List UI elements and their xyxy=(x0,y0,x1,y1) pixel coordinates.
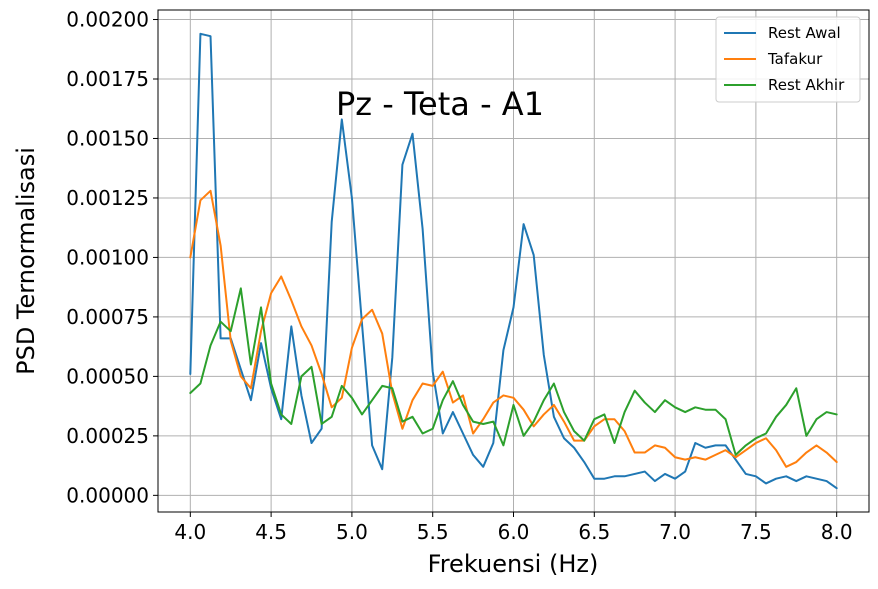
y-tick-label: 0.00100 xyxy=(66,245,149,269)
chart-title: Pz - Teta - A1 xyxy=(336,85,544,123)
legend-label-rest-awal: Rest Awal xyxy=(768,24,841,42)
x-tick-label: 7.0 xyxy=(659,520,691,544)
axis-ticks: 4.0 4.5 5.0 5.5 6.0 6.5 7.0 7.5 8.0 0.00000 0.0002… xyxy=(66,8,852,544)
x-tick-label: 8.0 xyxy=(821,520,853,544)
legend-box xyxy=(715,16,861,103)
x-tick-label: 6.5 xyxy=(578,520,610,544)
y-tick-label: 0.00150 xyxy=(66,126,149,150)
y-tick-label: 0.00050 xyxy=(66,364,149,388)
y-tick-label: 0.00025 xyxy=(66,424,149,448)
y-tick-label: 0.00200 xyxy=(66,8,149,32)
x-tick-label: 7.5 xyxy=(740,520,772,544)
series-line-rest-awal xyxy=(189,32,838,490)
series-line-rest-akhir xyxy=(189,287,838,456)
x-tick-label: 5.0 xyxy=(336,520,368,544)
legend: Rest Awal Tafakur Rest Akhir xyxy=(715,16,861,103)
y-tick-label: 0.00000 xyxy=(66,483,149,507)
y-axis-title: PSD Ternormalisasi xyxy=(12,147,40,375)
x-tick-label: 6.0 xyxy=(498,520,530,544)
series-lines xyxy=(189,32,838,490)
x-tick-label: 4.0 xyxy=(174,520,206,544)
y-tick-label: 0.00175 xyxy=(66,67,149,91)
series-line-tafakur xyxy=(189,189,838,468)
legend-label-rest-akhir: Rest Akhir xyxy=(768,76,845,94)
y-tick-label: 0.00075 xyxy=(66,305,149,329)
x-tick-label: 5.5 xyxy=(417,520,449,544)
y-tick-label: 0.00125 xyxy=(66,186,149,210)
x-axis-title: Frekuensi (Hz) xyxy=(428,550,599,578)
legend-label-tafakur: Tafakur xyxy=(767,50,823,68)
x-tick-label: 4.5 xyxy=(255,520,287,544)
